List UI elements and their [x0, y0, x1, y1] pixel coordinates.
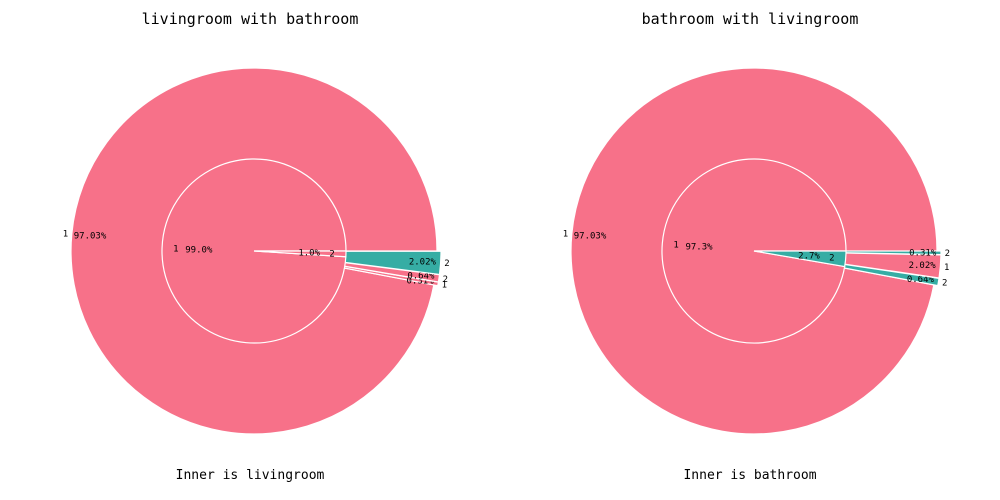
outer-pct-label-1: 0.64%	[907, 275, 935, 285]
outer-category-label-3: 2	[444, 259, 449, 269]
inner-wedge-1	[753, 250, 847, 268]
inner-pct-label-0: 97.3%	[685, 242, 713, 252]
outer-category-label-0: 1	[563, 230, 568, 240]
outer-pct-label-0: 97.03%	[574, 232, 607, 242]
chart-title: bathroom with livingroom	[641, 10, 859, 28]
chart-xlabel: Inner is bathroom	[683, 468, 817, 483]
inner-pct-label-1: 1.0%	[298, 249, 320, 259]
outer-pct-label-2: 0.64%	[407, 272, 435, 282]
outer-pct-label-3: 0.31%	[909, 249, 937, 259]
nested-pie-chart: 97.03% 1 0.64% 2 2.02% 1 0.31% 2 97.3% 1 2.7% 2	[563, 67, 950, 435]
outer-pct-label-1: 0.31%	[407, 277, 435, 287]
outer-pct-label-2: 2.02%	[909, 261, 937, 271]
inner-wedge-1	[253, 250, 347, 258]
chart-panel-right: bathroom with livingroom 97.03% 1 0.64% 2 2.…	[500, 0, 1000, 500]
outer-category-label-3: 2	[945, 249, 950, 259]
outer-category-label-2: 2	[443, 275, 448, 285]
outer-category-label-0: 1	[63, 230, 68, 240]
inner-category-label-0: 1	[673, 241, 678, 251]
outer-pct-label-0: 97.03%	[74, 232, 107, 242]
inner-category-label-1: 2	[829, 253, 834, 263]
outer-category-label-1: 1	[442, 281, 447, 291]
chart-title: livingroom with bathroom	[141, 10, 359, 28]
inner-pct-label-0: 99.0%	[185, 245, 213, 255]
inner-category-label-0: 1	[173, 245, 178, 255]
outer-category-label-2: 1	[944, 263, 949, 273]
nested-pie-chart: 97.03% 1 0.31% 1 0.64% 2 2.02% 2 99.0% 1 1.0% 2	[63, 67, 450, 435]
outer-pct-label-3: 2.02%	[409, 258, 437, 268]
inner-category-label-1: 2	[329, 249, 334, 259]
inner-pct-label-1: 2.7%	[798, 252, 820, 262]
chart-xlabel: Inner is livingroom	[175, 468, 325, 483]
outer-category-label-1: 2	[942, 279, 947, 289]
chart-panel-left: livingroom with bathroom 97.03% 1 0.31% 1 0.…	[63, 10, 450, 483]
